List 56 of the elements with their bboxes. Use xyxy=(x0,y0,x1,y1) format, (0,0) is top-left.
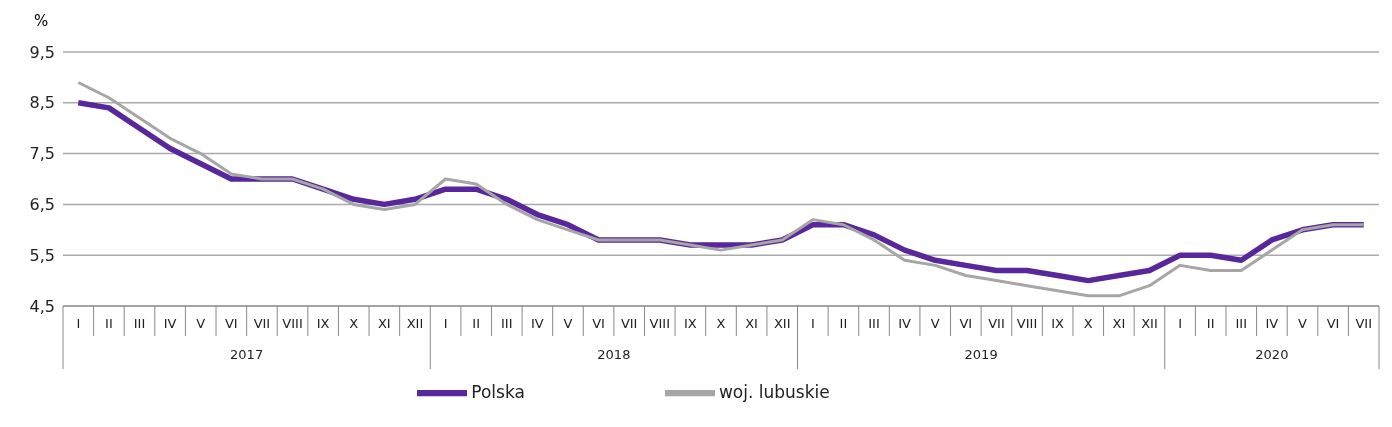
x-tick-label: VII xyxy=(253,316,271,331)
x-tick-label: XII xyxy=(406,316,424,331)
x-tick-label: X xyxy=(1083,316,1093,331)
x-tick-label: V xyxy=(930,316,940,331)
x-tick-label: I xyxy=(76,316,81,331)
x-tick-label: VI xyxy=(1326,316,1340,331)
y-tick-label: 7,5 xyxy=(29,144,55,164)
x-tick-label: VI xyxy=(959,316,973,331)
x-tick-label: X xyxy=(349,316,359,331)
text: 2020 xyxy=(1255,347,1289,362)
x-tick-label: VII xyxy=(988,316,1005,331)
x-tick-label: II xyxy=(839,316,848,331)
y-tick-label: 9,5 xyxy=(29,42,55,62)
x-tick-label: III xyxy=(501,316,513,331)
y-axis-title: % xyxy=(34,12,49,30)
x-tick-label: VIII xyxy=(282,316,303,331)
x-tick-label: XI xyxy=(1112,316,1126,331)
x-tick-label: IV xyxy=(531,316,544,331)
x-tick-label: VI xyxy=(224,316,238,331)
x-tick-label: I xyxy=(810,316,815,331)
y-tick-label: 4,5 xyxy=(29,296,55,316)
x-tick-label: XI xyxy=(745,316,758,331)
text: 2019 xyxy=(964,347,998,362)
text: 2018 xyxy=(597,347,631,362)
x-tick-label: IV xyxy=(898,316,912,331)
y-tick-label: 5,5 xyxy=(29,245,55,265)
y-tick-label: 6,5 xyxy=(29,195,55,215)
x-tick-label: IV xyxy=(1265,316,1279,331)
x-tick-label: VII xyxy=(620,316,638,331)
x-tick-label: IX xyxy=(316,316,330,331)
x-tick-label: I xyxy=(443,316,448,331)
y-tick-label: 8,5 xyxy=(29,93,55,113)
x-tick-label: XII xyxy=(1141,316,1158,331)
x-tick-label: IX xyxy=(1051,316,1065,331)
x-tick-label: X xyxy=(716,316,726,331)
x-tick-label: VIII xyxy=(649,316,670,331)
x-tick-label: VIII xyxy=(1016,316,1038,331)
legend-label: woj. lubuskie xyxy=(718,382,830,402)
x-tick-label: III xyxy=(868,316,880,331)
x-tick-label: IX xyxy=(684,316,697,331)
x-tick-label: VII xyxy=(1355,316,1372,331)
x-tick-label: I xyxy=(1178,316,1182,331)
x-tick-label: III xyxy=(133,316,146,331)
x-tick-label: XII xyxy=(773,316,791,331)
legend-label: Polska xyxy=(471,382,525,402)
x-tick-label: V xyxy=(196,316,206,331)
x-tick-label: VI xyxy=(592,316,605,331)
x-tick-label: XI xyxy=(377,316,391,331)
x-tick-label: III xyxy=(1235,316,1248,331)
x-tick-label: IV xyxy=(163,316,177,331)
x-tick-label: II xyxy=(1206,316,1215,331)
x-tick-label: V xyxy=(1298,316,1308,331)
x-tick-label: V xyxy=(563,316,573,331)
x-tick-label: II xyxy=(105,316,113,331)
text: 2017 xyxy=(230,347,264,362)
x-tick-label: II xyxy=(472,316,480,331)
